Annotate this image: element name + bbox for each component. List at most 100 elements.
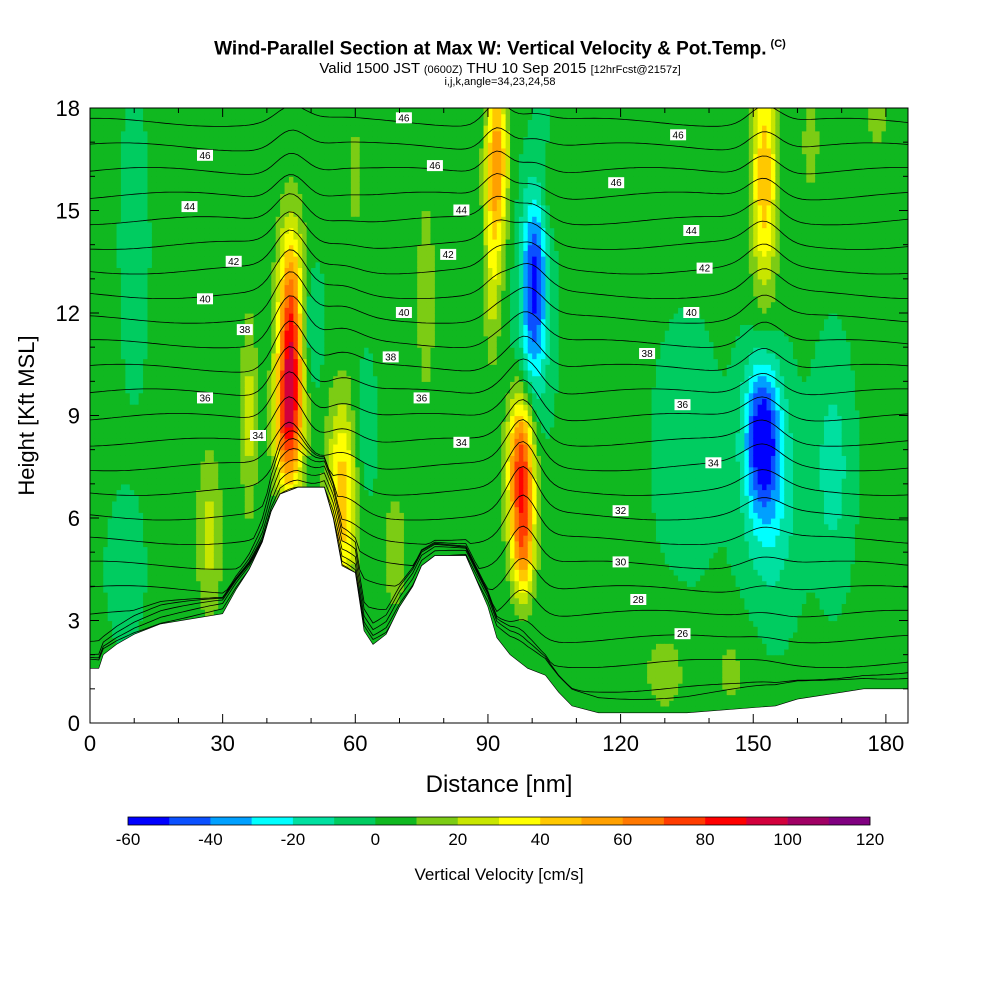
velocity-cell xyxy=(204,341,210,348)
velocity-cell xyxy=(231,535,237,542)
velocity-cell xyxy=(249,540,255,548)
velocity-cell xyxy=(218,432,224,439)
velocity-cell xyxy=(280,238,286,246)
velocity-cell xyxy=(204,227,210,234)
velocity-cell xyxy=(138,273,144,280)
velocity-cell xyxy=(98,609,104,616)
velocity-cell xyxy=(196,233,202,240)
velocity-cell xyxy=(156,324,162,331)
velocity-cell xyxy=(112,221,118,229)
velocity-cell xyxy=(266,221,272,229)
velocity-cell xyxy=(143,512,149,519)
velocity-cell xyxy=(266,204,272,212)
velocity-cell xyxy=(147,381,153,388)
velocity-cell xyxy=(258,142,264,149)
velocity-cell xyxy=(262,347,268,354)
velocity-cell xyxy=(134,495,140,502)
velocity-cell xyxy=(187,529,193,536)
velocity-cell xyxy=(98,597,104,605)
velocity-cell xyxy=(151,238,157,246)
velocity-cell xyxy=(266,375,272,382)
velocity-cell xyxy=(134,233,140,240)
velocity-cell xyxy=(209,301,215,308)
velocity-cell xyxy=(174,295,180,303)
velocity-cell xyxy=(196,609,202,616)
velocity-cell xyxy=(147,478,153,485)
velocity-cell xyxy=(222,495,228,502)
velocity-cell xyxy=(156,244,162,251)
velocity-cell xyxy=(235,182,241,189)
velocity-cell xyxy=(129,250,135,257)
velocity-cell xyxy=(196,324,202,331)
velocity-cell xyxy=(116,290,122,297)
velocity-cell xyxy=(196,261,202,269)
velocity-cell xyxy=(94,398,100,405)
velocity-cell xyxy=(275,176,281,183)
velocity-cell xyxy=(151,113,157,120)
velocity-cell xyxy=(160,438,166,445)
velocity-cell xyxy=(196,495,202,502)
velocity-cell xyxy=(280,318,286,325)
velocity-cell xyxy=(262,193,268,200)
velocity-cell xyxy=(90,193,96,200)
velocity-cell xyxy=(98,301,104,308)
velocity-cell xyxy=(156,347,162,354)
velocity-cell xyxy=(284,273,290,280)
velocity-cell xyxy=(213,409,219,417)
velocity-cell xyxy=(266,443,272,451)
velocity-cell xyxy=(156,381,162,388)
velocity-cell xyxy=(94,125,100,132)
velocity-cell xyxy=(169,546,175,553)
velocity-cell xyxy=(134,119,140,126)
velocity-cell xyxy=(187,125,193,132)
velocity-cell xyxy=(209,523,215,530)
velocity-cell xyxy=(222,221,228,229)
velocity-cell xyxy=(213,586,219,593)
velocity-cell xyxy=(138,352,144,360)
velocity-cell xyxy=(271,381,277,388)
velocity-cell xyxy=(258,204,264,212)
velocity-cell xyxy=(165,244,171,251)
velocity-cell xyxy=(94,426,100,434)
velocity-cell xyxy=(227,278,233,286)
velocity-cell xyxy=(253,375,259,382)
velocity-cell xyxy=(209,193,215,200)
velocity-cell xyxy=(187,164,193,172)
velocity-cell xyxy=(129,597,135,605)
velocity-cell xyxy=(90,199,96,206)
velocity-cell xyxy=(129,478,135,485)
velocity-cell xyxy=(112,421,118,428)
velocity-cell xyxy=(182,506,188,513)
velocity-cell xyxy=(235,478,241,485)
velocity-cell xyxy=(182,301,188,308)
velocity-cell xyxy=(165,153,171,160)
velocity-cell xyxy=(178,574,184,582)
velocity-cell xyxy=(151,540,157,548)
velocity-cell xyxy=(196,426,202,434)
velocity-cell xyxy=(120,461,126,468)
velocity-cell xyxy=(231,375,237,382)
velocity-cell xyxy=(235,472,241,479)
velocity-cell xyxy=(160,221,166,229)
velocity-cell xyxy=(147,261,153,269)
velocity-cell xyxy=(160,238,166,246)
velocity-cell xyxy=(187,227,193,234)
velocity-cell xyxy=(112,557,118,565)
velocity-cell xyxy=(112,631,118,639)
velocity-cell xyxy=(125,324,131,331)
velocity-cell xyxy=(240,409,246,417)
velocity-cell xyxy=(200,597,206,605)
velocity-cell xyxy=(90,369,96,377)
velocity-cell xyxy=(253,358,259,365)
velocity-cell xyxy=(116,176,122,183)
velocity-cell xyxy=(165,233,171,240)
velocity-cell xyxy=(253,461,259,468)
velocity-cell xyxy=(204,330,210,337)
velocity-cell xyxy=(275,358,281,365)
velocity-cell xyxy=(134,392,140,400)
velocity-cell xyxy=(160,421,166,428)
velocity-cell xyxy=(253,113,259,120)
velocity-cell xyxy=(196,535,202,542)
velocity-cell xyxy=(169,375,175,382)
velocity-cell xyxy=(143,142,149,149)
